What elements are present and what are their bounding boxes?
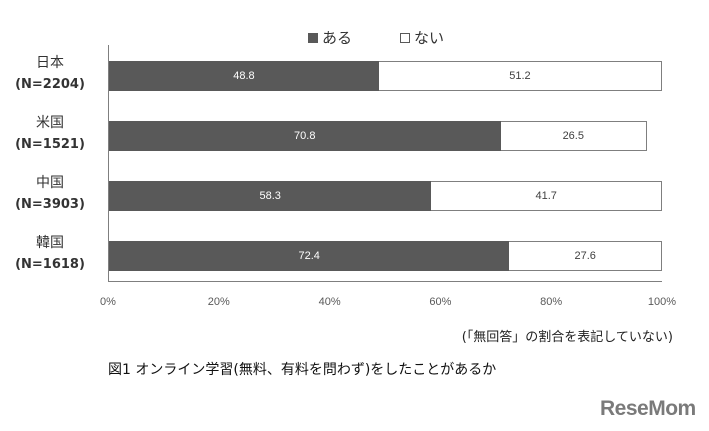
- x-tick-label: 20%: [207, 296, 230, 308]
- chart-legend: ある ない: [0, 27, 709, 47]
- x-tick-label: 80%: [540, 296, 563, 308]
- bar-row: 58.3 41.7: [109, 181, 662, 211]
- bar-segment-no: 26.5: [500, 121, 648, 151]
- chart-note: (「無回答」の割合を表記していない): [461, 330, 673, 345]
- bar-segment-no: 27.6: [509, 241, 662, 271]
- x-tick-label: 0%: [100, 296, 116, 308]
- sample-size: (N=1521): [15, 137, 85, 152]
- x-tick-label: 40%: [318, 296, 341, 308]
- category-name: 日本: [36, 55, 64, 71]
- legend-item-no: ない: [400, 27, 444, 48]
- resemom-logo: ReseMom: [600, 397, 696, 420]
- sample-size: (N=1618): [15, 257, 85, 272]
- bar-segment-yes: 48.8: [109, 61, 379, 91]
- plot-area: 48.8 51.2 70.8 26.5 58.3 41.7 72.4 27.6: [108, 45, 662, 282]
- bar-segment-no: 41.7: [431, 181, 662, 211]
- bar-row: 70.8 26.5: [109, 121, 648, 151]
- category-name: 韓国: [36, 235, 64, 251]
- category-label: 韓国 (N=1618): [0, 232, 100, 276]
- category-name: 米国: [36, 115, 64, 131]
- category-label: 米国 (N=1521): [0, 112, 100, 156]
- bar-segment-no: 51.2: [378, 61, 662, 91]
- legend-swatch-no-icon: [400, 32, 410, 43]
- legend-label-yes: ある: [322, 29, 353, 47]
- x-tick-label: 100%: [647, 296, 677, 308]
- bar-segment-yes: 72.4: [109, 241, 510, 271]
- x-tick-label: 60%: [429, 296, 452, 308]
- category-name: 中国: [36, 175, 64, 191]
- category-label: 日本 (N=2204): [0, 52, 100, 96]
- legend-swatch-yes-icon: [308, 32, 318, 43]
- x-axis-line: [108, 281, 662, 282]
- bar-segment-yes: 58.3: [109, 181, 432, 211]
- sample-size: (N=3903): [15, 197, 85, 212]
- category-label: 中国 (N=3903): [0, 172, 100, 216]
- bar-row: 72.4 27.6: [109, 241, 662, 271]
- legend-label-no: ない: [414, 29, 445, 47]
- y-axis-line: [108, 45, 109, 282]
- figure-caption: 図1 オンライン学習(無料、有料を問わず)をしたことがあるか: [108, 362, 497, 378]
- bar-segment-yes: 70.8: [109, 121, 501, 151]
- legend-item-yes: ある: [308, 27, 352, 48]
- bar-row: 48.8 51.2: [109, 61, 662, 91]
- sample-size: (N=2204): [15, 77, 85, 92]
